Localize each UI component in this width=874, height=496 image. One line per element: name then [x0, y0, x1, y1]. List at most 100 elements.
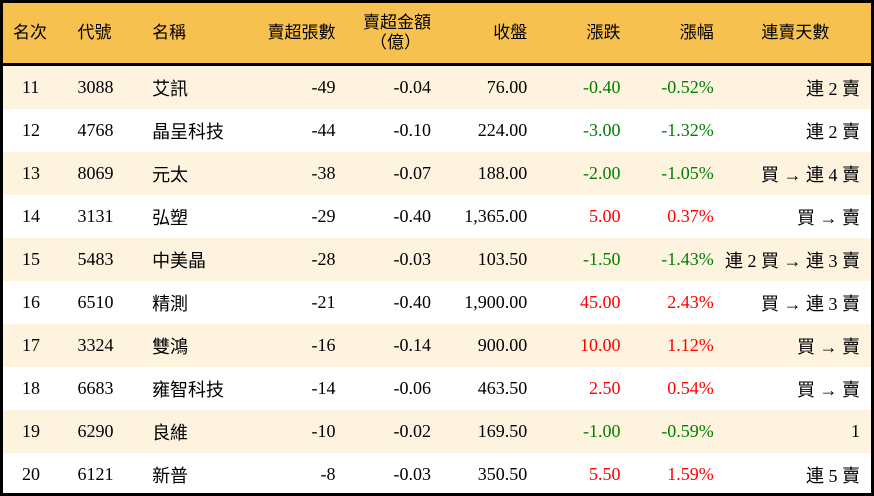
cell-amount: -0.03	[335, 238, 440, 281]
cell-pct: -0.52%	[626, 64, 720, 109]
cell-pct: -1.05%	[626, 152, 720, 195]
cell-name: 艾訊	[150, 64, 254, 109]
cell-amount: -0.02	[335, 410, 440, 453]
header-amount: 賣超金額 （億）	[335, 3, 440, 66]
table-row: 16 6510 精測 -21 -0.40 1,900.00 45.00 2.43% 買 → 連 …	[3, 281, 871, 324]
cell-shares: -29	[311, 206, 336, 226]
header-pct: 漲幅	[626, 3, 720, 66]
cell-code: 6121	[77, 464, 114, 484]
cell-amount: -0.04	[335, 64, 440, 109]
cell-rank: 11	[3, 64, 76, 109]
cell-rank: 13	[3, 152, 76, 195]
cell-code: 8069	[75, 152, 151, 195]
cell-name: 元太	[150, 152, 254, 195]
cell-streak: 連 5 賣	[806, 465, 860, 486]
header-close: 收盤	[439, 3, 534, 66]
header-change: 漲跌	[533, 3, 627, 66]
cell-close: 1,900.00	[464, 292, 528, 312]
cell-rank: 19	[3, 410, 76, 453]
cell-close: 103.50	[439, 238, 534, 281]
cell-pct: 1.12%	[626, 324, 720, 367]
cell-close: 900.00	[439, 324, 534, 367]
cell-streak: 買 → 賣	[797, 207, 860, 228]
cell-change: 45.00	[580, 292, 621, 312]
cell-name: 良維	[150, 410, 254, 453]
cell-rank: 17	[3, 324, 76, 367]
cell-shares: -10	[253, 410, 336, 453]
cell-close: 169.50	[439, 410, 534, 453]
cell-name: 雍智科技	[152, 379, 225, 400]
table-row: 19 6290 良維 -10 -0.02 169.50 -1.00 -0.59% 1	[3, 410, 871, 453]
net-sell-table: 名次 代號 名稱 賣超張數 賣超金額 （億） 收盤 漲跌 漲幅 連賣天數 11 30…	[3, 3, 871, 493]
cell-shares: -16	[253, 324, 336, 367]
cell-close: 224.00	[477, 120, 528, 140]
cell-shares: -21	[311, 292, 336, 312]
cell-streak: 連 2 賣	[806, 121, 860, 142]
cell-rank: 14	[22, 206, 40, 226]
header-shares: 賣超張數	[253, 3, 336, 66]
cell-streak: 買 → 連 4 賣	[719, 152, 871, 195]
cell-change: -1.00	[533, 410, 627, 453]
cell-change: -0.40	[533, 64, 627, 109]
cell-change: 5.50	[589, 464, 621, 484]
cell-code: 3131	[77, 206, 114, 226]
cell-streak: 連 2 賣	[719, 64, 871, 109]
header-row: 名次 代號 名稱 賣超張數 賣超金額 （億） 收盤 漲跌 漲幅 連賣天數	[3, 3, 871, 66]
cell-name: 晶呈科技	[152, 121, 225, 142]
cell-pct: -1.43%	[626, 238, 720, 281]
cell-amount: -0.14	[335, 324, 440, 367]
cell-name: 雙鴻	[150, 324, 254, 367]
cell-code: 6290	[75, 410, 151, 453]
cell-close: 1,365.00	[464, 206, 528, 226]
header-streak: 連賣天數	[719, 3, 871, 66]
cell-change: -1.50	[533, 238, 627, 281]
cell-shares: -8	[320, 464, 336, 484]
header-amount-line2: （億）	[370, 33, 422, 52]
cell-code: 3088	[75, 64, 151, 109]
header-code: 代號	[75, 3, 151, 66]
cell-pct: 0.54%	[667, 378, 714, 398]
cell-pct: -1.32%	[661, 120, 714, 140]
table-row: 13 8069 元太 -38 -0.07 188.00 -2.00 -1.05% 買 → 連 4…	[3, 152, 871, 195]
cell-amount: -0.40	[393, 292, 432, 312]
table-row: 17 3324 雙鴻 -16 -0.14 900.00 10.00 1.12% 買 → 賣	[3, 324, 871, 367]
cell-pct: 0.37%	[667, 206, 714, 226]
cell-name: 弘塑	[152, 207, 189, 228]
cell-change: 2.50	[589, 378, 621, 398]
cell-shares: -28	[253, 238, 336, 281]
header-rank: 名次	[3, 3, 76, 66]
table-row: 15 5483 中美晶 -28 -0.03 103.50 -1.50 -1.43% 連 2 買 …	[3, 238, 871, 281]
cell-shares: -38	[253, 152, 336, 195]
cell-change: -3.00	[583, 120, 621, 140]
cell-pct: 2.43%	[667, 292, 714, 312]
cell-streak: 連 2 買 → 連 3 賣	[719, 238, 871, 281]
cell-code: 3324	[75, 324, 151, 367]
cell-shares: -49	[253, 64, 336, 109]
cell-pct: 1.59%	[667, 464, 714, 484]
cell-close: 188.00	[439, 152, 534, 195]
cell-close: 463.50	[477, 378, 528, 398]
cell-streak: 買 → 賣	[797, 379, 860, 400]
table-row: 20 6121 新普 -8 -0.03 350.50 5.50 1.59% 連 5 賣	[3, 453, 871, 493]
cell-code: 4768	[77, 120, 114, 140]
cell-change: -2.00	[533, 152, 627, 195]
cell-change: 10.00	[533, 324, 627, 367]
cell-shares: -44	[311, 120, 336, 140]
cell-rank: 12	[22, 120, 40, 140]
table-row: 18 6683 雍智科技 -14 -0.06 463.50 2.50 0.54% 買 → 賣	[3, 367, 871, 410]
cell-close: 350.50	[477, 464, 528, 484]
cell-rank: 16	[22, 292, 40, 312]
table-row: 14 3131 弘塑 -29 -0.40 1,365.00 5.00 0.37% 買 → 賣	[3, 195, 871, 238]
cell-rank: 20	[22, 464, 40, 484]
header-name: 名稱	[150, 3, 254, 66]
table-row: 12 4768 晶呈科技 -44 -0.10 224.00 -3.00 -1.32% 連 2 賣	[3, 109, 871, 152]
cell-shares: -14	[311, 378, 336, 398]
cell-rank: 15	[3, 238, 76, 281]
cell-amount: -0.10	[393, 120, 432, 140]
table-row: 11 3088 艾訊 -49 -0.04 76.00 -0.40 -0.52% 連 2 賣	[3, 64, 871, 109]
cell-name: 新普	[152, 465, 189, 486]
cell-amount: -0.06	[393, 378, 432, 398]
cell-amount: -0.07	[335, 152, 440, 195]
header-amount-line1: 賣超金額	[363, 13, 432, 32]
